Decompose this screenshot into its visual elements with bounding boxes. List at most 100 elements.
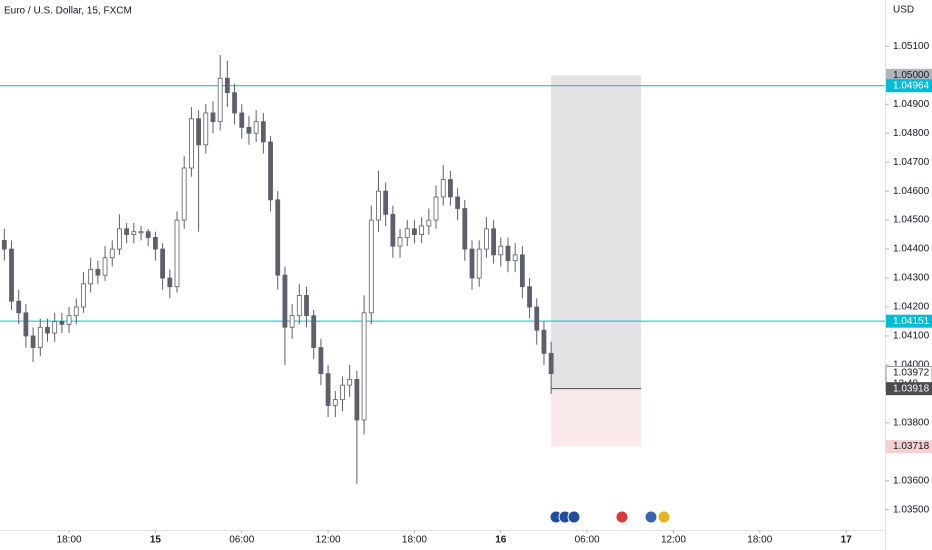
candle — [541, 321, 547, 365]
candle — [498, 237, 504, 267]
candle-body — [188, 118, 194, 169]
y-tick-label: 1.03800 — [893, 417, 930, 428]
candle-body — [512, 254, 518, 262]
y-tick-label: 1.04700 — [893, 157, 930, 168]
candle — [81, 272, 86, 313]
candle-body — [376, 190, 381, 221]
candle — [433, 185, 439, 229]
candle-body — [167, 277, 173, 288]
candle — [88, 257, 94, 293]
y-tick-label: 1.04900 — [893, 99, 930, 110]
candle — [289, 304, 295, 339]
candle — [347, 364, 353, 397]
candle — [102, 246, 108, 281]
candle — [311, 309, 317, 360]
y-tick-label: 1.03600 — [893, 475, 930, 486]
x-tick-label: 18:00 — [57, 535, 82, 546]
candle-body — [131, 231, 137, 235]
candle-body — [268, 141, 273, 201]
candle — [282, 266, 288, 365]
candle-body — [448, 179, 453, 198]
candle — [512, 243, 518, 273]
candle-body — [9, 248, 14, 302]
candle-body — [181, 167, 187, 221]
candle-body — [491, 228, 496, 256]
candle — [354, 370, 360, 484]
stop-label-bg — [886, 440, 932, 454]
y-tick-label: 1.04100 — [893, 331, 930, 342]
currency-label: USD — [893, 5, 914, 16]
candle-body — [253, 121, 259, 134]
candle-body — [433, 196, 439, 221]
event-icon — [657, 510, 671, 524]
event-icon — [615, 510, 629, 524]
candle-body — [361, 312, 367, 421]
candle — [376, 170, 381, 232]
candle-body — [160, 248, 166, 279]
candle-body — [354, 378, 360, 421]
candle-body — [383, 190, 389, 215]
candle-body — [548, 352, 554, 375]
candle — [246, 115, 252, 145]
y-tick-label: 1.04800 — [893, 128, 930, 139]
y-tick-label: 1.04000 — [893, 360, 930, 371]
candle — [397, 228, 403, 258]
candle-body — [66, 315, 72, 325]
candle — [383, 182, 389, 226]
candle-body — [347, 378, 353, 386]
candle-body — [217, 77, 223, 123]
candle — [296, 283, 302, 325]
candle — [548, 341, 554, 394]
event-icon — [567, 510, 581, 524]
candle — [52, 312, 58, 342]
candle-body — [59, 321, 65, 325]
candle — [419, 217, 425, 244]
candle — [239, 104, 245, 140]
candle-body — [16, 300, 22, 314]
candle-body — [246, 127, 252, 134]
candle-body — [469, 248, 475, 279]
candle — [30, 327, 36, 363]
candle — [23, 304, 29, 348]
candle — [66, 306, 72, 334]
y-tick-label: 1.05100 — [893, 41, 930, 52]
candle — [340, 376, 345, 412]
candle-body — [196, 118, 201, 146]
candle-body — [289, 315, 295, 328]
x-tick-label: 17 — [841, 535, 853, 546]
candle-body — [37, 326, 43, 348]
candle — [124, 223, 130, 244]
x-tick-label: 12:00 — [661, 535, 686, 546]
candle — [181, 156, 187, 229]
candle — [390, 205, 396, 258]
x-tick-label: 06:00 — [575, 535, 600, 546]
candle — [325, 364, 331, 418]
candle-body — [224, 77, 230, 94]
candle-body — [462, 208, 468, 250]
candle-body — [534, 306, 540, 331]
entry-label-bg — [886, 382, 932, 396]
candle — [145, 228, 151, 247]
candle-body — [102, 257, 108, 276]
horizontal-line-label: 1.04964 — [893, 80, 930, 91]
candle-body — [527, 286, 532, 308]
candle-body — [390, 213, 396, 247]
candle-body — [498, 245, 504, 256]
candle-body — [23, 312, 29, 337]
candle-body — [282, 274, 288, 328]
candle — [174, 211, 180, 293]
candle-body — [296, 295, 302, 317]
candle-body — [210, 112, 216, 123]
candle — [505, 237, 511, 273]
y-tick-label: 1.04600 — [893, 186, 930, 197]
candle-body — [95, 268, 101, 276]
event-icon — [644, 510, 658, 524]
candle — [404, 220, 410, 247]
candle-body — [52, 321, 58, 334]
candle-body — [109, 248, 115, 259]
candle — [483, 217, 489, 258]
candle — [153, 231, 158, 261]
candle — [59, 312, 65, 334]
candle-body — [440, 179, 446, 198]
